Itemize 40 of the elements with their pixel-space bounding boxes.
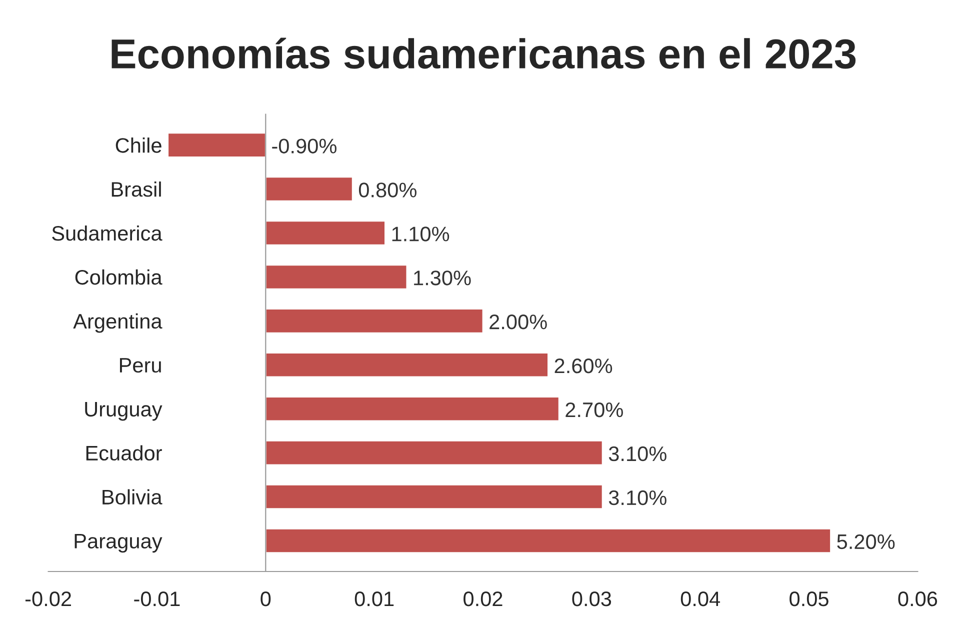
y-tick-label: Colombia xyxy=(75,269,162,285)
x-tick-label: 0.05 xyxy=(790,591,828,606)
data-label: 5.20% xyxy=(837,534,895,550)
data-label: 3.10% xyxy=(608,490,666,506)
bar xyxy=(264,220,386,246)
bar xyxy=(264,264,408,290)
data-label: 0.80% xyxy=(358,182,416,198)
x-tick-label: 0.04 xyxy=(680,591,720,606)
y-tick-label: Ecuador xyxy=(86,445,162,461)
y-tick-label: Chile xyxy=(116,138,162,153)
data-label: 1.30% xyxy=(414,270,471,286)
bar xyxy=(264,528,832,554)
data-label: 3.10% xyxy=(608,446,666,462)
bar xyxy=(264,396,560,422)
y-tick-label: Uruguay xyxy=(85,402,162,421)
data-label: -0.90% xyxy=(272,138,336,154)
y-tick-label: Argentina xyxy=(73,313,162,333)
bar xyxy=(264,440,604,466)
bar xyxy=(264,352,549,378)
x-tick-label: 0 xyxy=(260,591,271,606)
x-tick-label: 0.01 xyxy=(354,591,394,606)
y-tick-label: Paraguay xyxy=(74,534,162,553)
bar xyxy=(264,176,354,202)
bar xyxy=(264,484,604,510)
y-tick-label: Peru xyxy=(120,358,161,373)
x-tick-label: 0.02 xyxy=(464,591,502,606)
data-label: 1.10% xyxy=(392,226,450,242)
x-tick-label: -0.02 xyxy=(25,591,71,606)
y-tick-label: Sudamerica xyxy=(52,225,162,241)
y-tick-label: Bolivia xyxy=(102,489,162,505)
x-tick-label: -0.01 xyxy=(134,591,180,606)
data-label: 2.00% xyxy=(490,314,547,330)
bar xyxy=(167,132,266,158)
x-tick-label: 0.06 xyxy=(898,591,938,606)
data-label: 2.70% xyxy=(566,402,623,418)
x-tick-label: 0.03 xyxy=(572,591,612,606)
chart-title: Economías sudamericanas en el 2023 xyxy=(112,38,856,69)
data-label: 2.60% xyxy=(554,358,612,374)
bar xyxy=(264,308,484,334)
y-tick-label: Brasil xyxy=(112,181,161,197)
